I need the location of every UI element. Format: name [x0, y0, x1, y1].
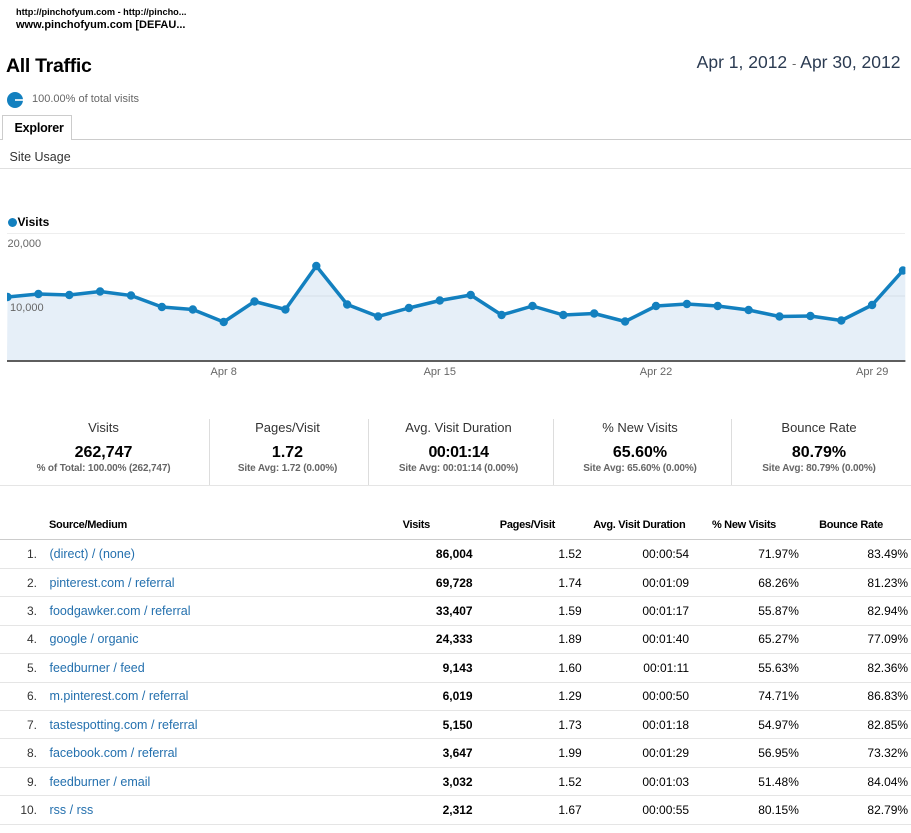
svg-text:Apr 8: Apr 8: [211, 366, 237, 378]
svg-text:Apr 29: Apr 29: [856, 366, 888, 378]
svg-text:Apr 15: Apr 15: [424, 366, 456, 378]
svg-text:10,000: 10,000: [10, 302, 44, 314]
svg-text:Apr 22: Apr 22: [640, 366, 672, 378]
svg-text:20,000: 20,000: [8, 238, 42, 250]
